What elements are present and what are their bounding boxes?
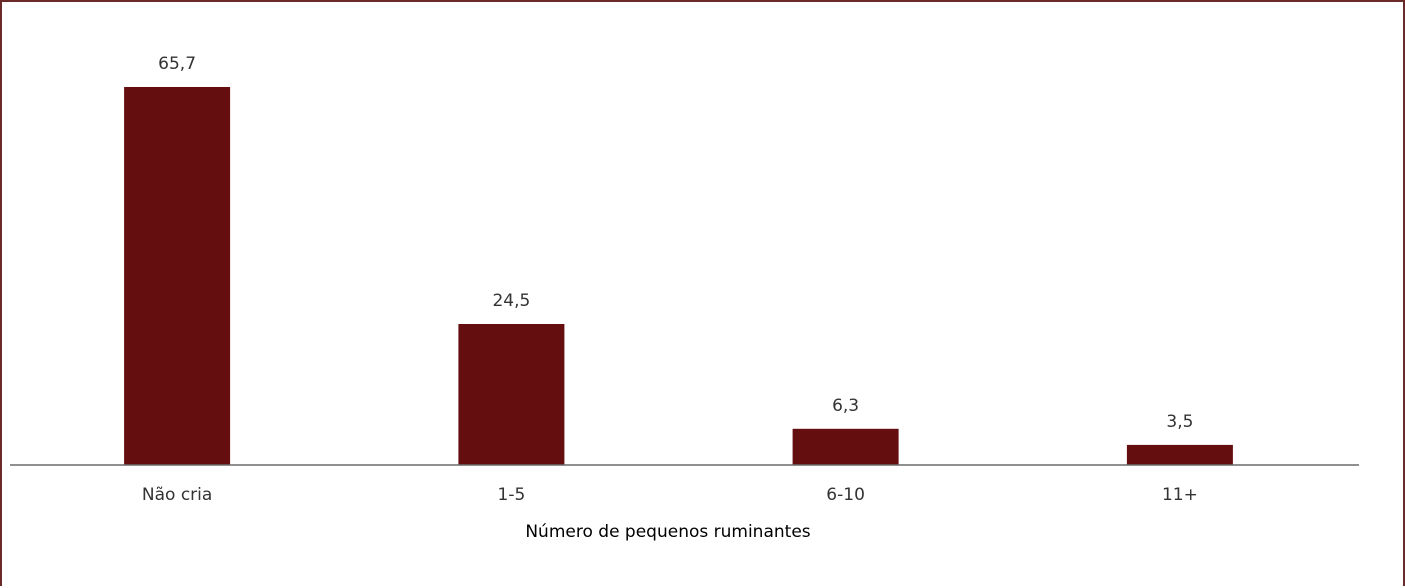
value-labels-layer: 65,7 24,5 6,3 3,5 (158, 54, 1193, 432)
bar-1 (458, 324, 565, 465)
value-label-2: 6,3 (832, 396, 859, 416)
x-tick-label-0: Não cria (142, 485, 212, 505)
x-tick-label-1: 1-5 (498, 485, 526, 505)
bar-2 (792, 428, 899, 465)
value-label-1: 24,5 (492, 291, 530, 311)
x-tick-label-2: 6-10 (826, 485, 865, 505)
bar-0 (124, 87, 231, 465)
bars-layer (124, 87, 1233, 465)
x-tick-labels-layer: Não cria 1-5 6-10 11+ (142, 485, 1198, 505)
x-tick-label-3: 11+ (1162, 485, 1198, 505)
value-label-0: 65,7 (158, 54, 196, 74)
x-axis-title: Número de pequenos ruminantes (525, 522, 810, 542)
value-label-3: 3,5 (1166, 412, 1193, 432)
bar-3 (1126, 444, 1233, 465)
